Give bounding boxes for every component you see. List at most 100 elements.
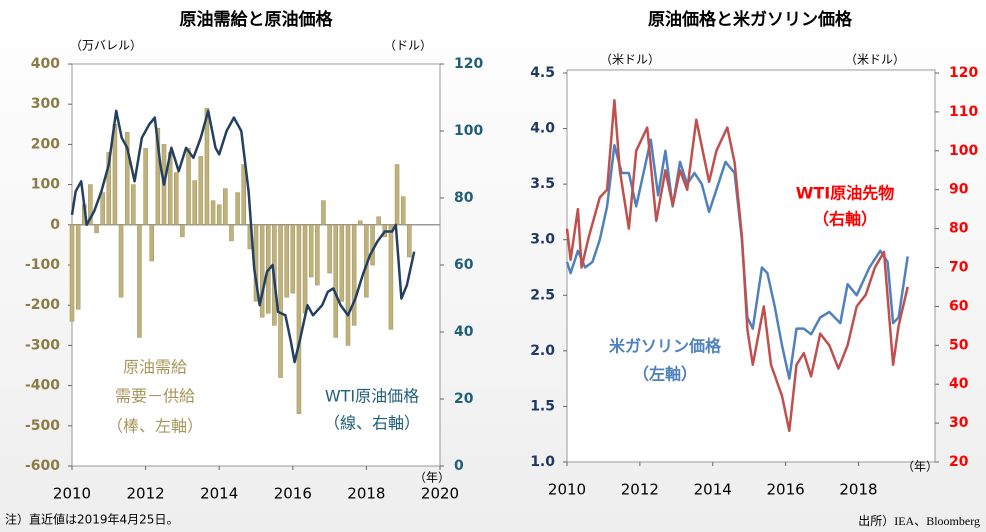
bar [302,224,308,314]
bar [388,224,394,330]
bar [149,224,154,262]
bar [186,148,191,226]
bar [400,196,406,226]
source: 出所）IEA、Bloomberg [858,514,980,528]
bar [88,184,93,226]
y-tick-label: 2.5 [530,287,555,303]
bar [180,224,185,238]
chart-title: 原油需給と原油価格 [180,9,334,30]
bar [235,192,240,226]
note: 注）直近値は2019年4月25日。 [5,512,178,527]
annotation: 需要－供給 [115,387,195,406]
annotation: 原油需給 [123,358,187,377]
annotation: WTI原油価格 [325,387,419,406]
y2-axis-unit: （ドル） [384,39,432,53]
x-tick-label: 2010 [53,485,91,503]
bar [339,224,345,302]
bar [192,180,197,226]
bar [229,224,234,242]
y2-tick-label: 120 [454,56,483,72]
y2-tick-label: 80 [949,221,969,237]
series-line [565,98,909,433]
y-tick-label: 4.5 [530,65,555,81]
bar [198,156,204,226]
chart-title: 原油価格と米ガソリン価格 [648,9,853,30]
y-tick-label: -500 [25,418,60,434]
y-tick-label: 200 [31,136,60,152]
y-tick-label: 3.0 [530,232,555,248]
bar [204,107,210,226]
bar [223,188,228,226]
bar [259,224,265,318]
bar [155,128,161,226]
y2-tick-label: 60 [949,298,969,314]
bar [131,184,136,226]
x-tick-label: 2016 [274,485,312,503]
x-axis-unit: （年） [902,460,938,474]
bar [69,224,75,322]
annotation: （棒、左軸） [107,417,203,436]
annotation: WTI原油先物 [796,184,895,203]
bar [407,224,412,258]
y-axis-unit: （万バレル） [70,39,142,53]
bar [345,224,351,346]
bar [376,216,381,226]
annotation: （線、右軸） [324,414,420,433]
bar [210,200,216,226]
y2-tick-label: 50 [949,337,969,353]
bar [106,152,112,226]
annotation: （右軸） [813,210,877,229]
bar [321,200,326,226]
y-axis-unit: （米ドル） [600,53,660,67]
bar [118,224,124,298]
bar [370,224,375,266]
bar [174,172,179,226]
bar [137,224,142,338]
x-tick-label: 2014 [694,481,732,499]
bar [94,224,99,234]
bar [75,224,81,310]
bar [394,164,400,226]
y-tick-label: -300 [25,337,60,353]
x-tick-label: 2020 [421,485,459,503]
y-tick-label: 4.0 [530,121,555,137]
bar [358,220,363,226]
y2-tick-label: 120 [949,65,978,81]
bar [216,204,222,226]
y-tick-label: 100 [31,177,60,193]
x-tick-label: 2016 [767,481,805,499]
y-tick-label: 400 [31,56,60,72]
x-tick-label: 2012 [127,485,165,503]
bar [315,224,320,286]
bar [290,224,296,294]
bar [333,224,338,338]
plot-area [566,69,936,463]
y-tick-label: -600 [25,458,60,474]
x-tick-label: 2018 [347,485,385,503]
y2-tick-label: 100 [949,143,978,159]
y-tick-label: 2.0 [530,343,555,359]
bar [100,192,105,226]
y2-tick-label: 20 [454,391,474,407]
bar [278,224,283,378]
y2-tick-label: 40 [949,376,969,392]
x-tick-label: 2012 [621,481,659,499]
series-line [70,109,416,364]
x-tick-label: 2010 [548,481,586,499]
y2-tick-label: 80 [454,190,474,206]
y-tick-label: -200 [25,297,60,313]
y2-tick-label: 90 [949,182,969,198]
y2-tick-label: 30 [949,415,969,431]
bar [124,132,130,226]
y2-axis-unit: （米ドル） [845,53,905,67]
y-tick-label: 0 [50,217,60,233]
bar [284,224,289,298]
bar [143,148,148,226]
bar [112,124,118,226]
y2-tick-label: 100 [454,123,483,139]
bar [308,224,314,278]
bar [327,224,332,274]
y-tick-label: -100 [25,257,60,273]
y-tick-label: -400 [25,378,60,394]
